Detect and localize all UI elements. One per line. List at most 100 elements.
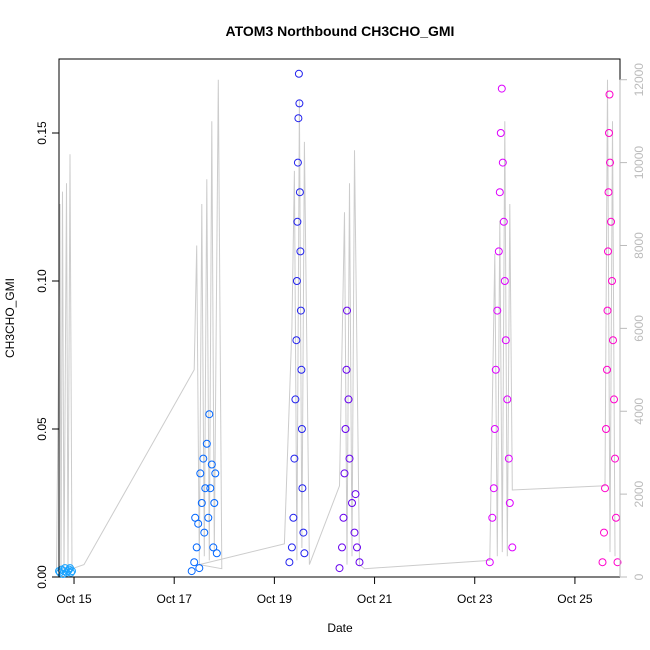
data-point-flight-2 (212, 549, 221, 558)
data-point-flight-4 (339, 513, 348, 522)
data-point-flight-5 (493, 306, 502, 315)
data-point-flight-3 (294, 69, 303, 78)
data-point-flight-5 (501, 336, 510, 345)
data-point-flight-3 (295, 188, 304, 197)
data-point-flight-4 (351, 490, 360, 499)
data-point-flight-6 (610, 395, 618, 404)
x-tick-label: Oct 23 (457, 592, 493, 606)
data-point-flight-2 (200, 528, 209, 537)
data-point-flight-2 (192, 543, 201, 552)
data-point-flight-3 (293, 158, 302, 167)
data-point-flight-4 (341, 425, 350, 433)
secondary-y-axis: 0 2000 4000 6000 8000 10000 12000 (619, 63, 646, 580)
data-point-flight-3 (297, 365, 306, 374)
data-point-flight-6 (613, 558, 622, 567)
data-point-flight-5 (498, 158, 507, 167)
data-point-flight-3 (287, 543, 296, 552)
data-point-flight-6 (598, 558, 607, 567)
data-point-flight-3 (289, 513, 298, 522)
data-point-flight-6 (609, 336, 617, 345)
data-point-flight-4 (353, 543, 361, 552)
data-point-flight-2 (195, 564, 204, 573)
data-point-flight-4 (342, 365, 351, 374)
data-point-flight-4 (350, 528, 359, 537)
data-point-flight-5 (496, 129, 505, 137)
data-point-flight-2 (204, 513, 213, 522)
data-point-flight-2 (201, 484, 210, 493)
data-point-flight-3 (293, 217, 302, 226)
data-point-flight-5 (488, 513, 497, 522)
secondary-y-tick-label: 8000 (632, 232, 646, 259)
data-point-flight-4 (348, 499, 356, 507)
chart-title: ATOM3 Northbound CH3CHO_GMI (226, 23, 455, 39)
data-point-flight-5 (508, 543, 517, 552)
y-axis: 0.00 0.05 0.10 0.15 (35, 121, 60, 589)
x-tick-label: Oct 25 (557, 592, 593, 606)
altitude-line-layer (56, 79, 616, 573)
data-point-flight-5 (494, 247, 503, 256)
data-point-flight-3 (285, 558, 294, 567)
data-point-flight-3 (292, 336, 301, 345)
data-point-flight-5 (500, 277, 509, 285)
data-point-flight-2 (196, 469, 205, 478)
y-tick-label: 0.05 (35, 417, 49, 441)
data-point-flight-6 (606, 158, 614, 167)
x-axis: Oct 15 Oct 17 Oct 19 Oct 21 Oct 23 Oct 25 (56, 576, 593, 606)
data-point-flight-3 (291, 395, 300, 404)
data-point-flight-5 (489, 484, 498, 493)
data-point-flight-2 (199, 454, 208, 463)
data-point-flight-6 (600, 528, 608, 537)
data-point-flight-2 (207, 460, 216, 469)
secondary-y-tick-label: 6000 (632, 315, 646, 342)
secondary-y-tick-label: 0 (632, 573, 646, 580)
data-point-flight-5 (490, 425, 499, 433)
data-point-flight-3 (299, 528, 308, 537)
y-tick-label: 0.10 (35, 269, 49, 293)
secondary-y-tick-label: 12000 (632, 63, 646, 97)
secondary-y-tick-label: 2000 (632, 480, 646, 507)
x-tick-label: Oct 17 (157, 592, 193, 606)
data-point-flight-5 (495, 188, 504, 197)
x-tick-label: Oct 21 (357, 592, 393, 606)
x-tick-label: Oct 15 (56, 592, 92, 606)
data-point-flight-4 (340, 469, 349, 478)
data-point-flight-6 (611, 454, 619, 463)
data-point-flight-5 (499, 217, 508, 226)
altitude-line (56, 79, 616, 573)
points-layer (55, 69, 622, 578)
x-tick-label: Oct 19 (257, 592, 293, 606)
secondary-y-tick-label: 10000 (632, 146, 646, 180)
data-point-flight-2 (190, 558, 199, 567)
secondary-y-tick-label: 4000 (632, 398, 646, 425)
plot-frame (58, 58, 621, 578)
data-point-flight-2 (194, 519, 203, 528)
data-point-flight-3 (292, 277, 301, 285)
y-tick-label: 0.15 (35, 121, 49, 145)
data-point-flight-1 (68, 567, 76, 576)
y-axis-label: CH3CHO_GMI (3, 278, 17, 358)
data-point-flight-3 (290, 454, 299, 463)
data-point-flight-6 (605, 90, 614, 99)
data-point-flight-5 (504, 454, 513, 463)
data-point-flight-3 (296, 247, 305, 256)
data-point-flight-5 (505, 499, 514, 507)
data-point-flight-4 (343, 306, 351, 315)
data-point-flight-6 (601, 484, 609, 493)
data-point-flight-1 (67, 568, 75, 577)
data-point-flight-6 (604, 188, 613, 197)
data-point-flight-6 (605, 129, 613, 137)
data-point-flight-6 (603, 365, 611, 374)
data-point-flight-3 (295, 99, 304, 108)
y-tick-label: 0.00 (35, 565, 49, 589)
data-point-flight-3 (298, 484, 307, 493)
data-point-flight-3 (300, 549, 309, 558)
data-point-flight-6 (602, 425, 610, 433)
data-point-flight-5 (503, 395, 512, 404)
data-point-flight-4 (335, 564, 344, 573)
x-axis-label: Date (327, 621, 353, 635)
data-point-flight-6 (608, 277, 616, 285)
data-point-flight-3 (296, 306, 305, 315)
data-point-flight-6 (607, 217, 615, 226)
data-point-flight-4 (355, 558, 364, 567)
